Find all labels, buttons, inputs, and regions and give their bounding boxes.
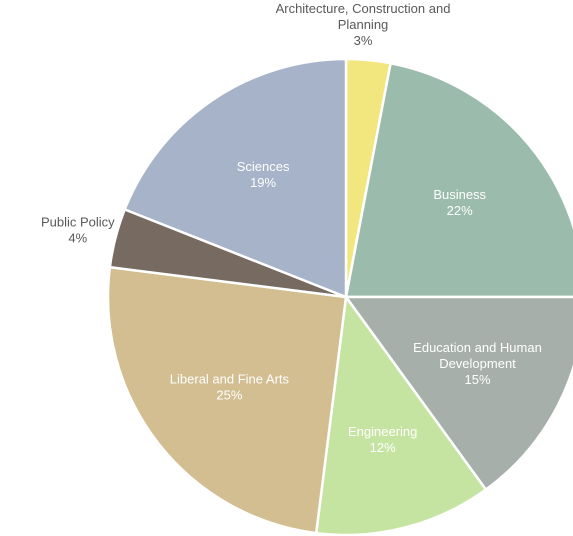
pie-label-category: Education and Human: [413, 340, 542, 355]
pie-label-category: Development: [439, 356, 516, 371]
pie-label-category: Planning: [338, 17, 389, 32]
pie-label-percent: 12%: [370, 440, 396, 455]
pie-label-percent: 22%: [447, 203, 473, 218]
pie-label-percent: 4%: [68, 231, 87, 246]
pie-label-education-and-human-development: Education and Human Development 15%: [413, 340, 542, 387]
pie-label-category: Architecture, Construction and: [276, 1, 451, 16]
pie-label-category: Sciences: [237, 159, 290, 174]
pie-label-category: Business: [433, 187, 486, 202]
pie-label-sciences: Sciences 19%: [237, 159, 290, 190]
pie-slice-engineering: [314, 293, 488, 536]
pie-slice-sciences: [123, 57, 348, 299]
pie-label-business: Business 22%: [433, 187, 486, 218]
pie-label-percent: 3%: [354, 33, 373, 48]
pie-labels: Architecture, Construction and Planning 3%…: [41, 1, 542, 455]
pie-label-architecture-construction-and-planning: Architecture, Construction and Planning 3%: [276, 1, 451, 48]
pie-label-public-policy: Public Policy 4%: [41, 215, 115, 246]
pie-label-category: Engineering: [348, 424, 417, 439]
pie-label-category: Public Policy: [41, 215, 115, 230]
pie-label-percent: 19%: [250, 175, 276, 190]
pie-label-percent: 15%: [464, 372, 490, 387]
pie-label-category: Liberal and Fine Arts: [170, 371, 290, 386]
pie-label-engineering: Engineering 12%: [348, 424, 417, 455]
pie-slices: [106, 57, 573, 536]
pie-label-percent: 25%: [216, 387, 242, 402]
pie-label-liberal-and-fine-arts: Liberal and Fine Arts 25%: [170, 371, 290, 402]
pie-slice-liberal-and-fine-arts: [106, 265, 348, 535]
pie-slice-education-and-human-development: [343, 295, 573, 492]
pie-slice-business: [344, 61, 573, 299]
